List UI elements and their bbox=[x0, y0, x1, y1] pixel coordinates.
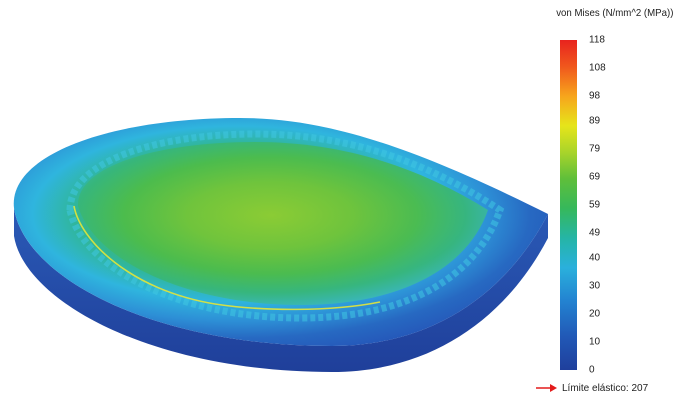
colorbar-tick-label: 79 bbox=[589, 143, 601, 155]
colorbar-tick-label: 49 bbox=[589, 227, 601, 239]
colorbar-tick-label: 89 bbox=[589, 115, 601, 127]
colorbar-tick-label: 20 bbox=[589, 308, 601, 320]
legend-title: von Mises (N/mm^2 (MPa)) bbox=[555, 7, 673, 19]
colorbar-tick-label: 10 bbox=[589, 336, 601, 348]
colorbar-tick-label: 40 bbox=[589, 252, 601, 264]
stress-transition-band bbox=[66, 130, 505, 322]
colorbar-tick-label: 118 bbox=[589, 34, 605, 46]
yellow-rim-line bbox=[73, 205, 381, 311]
colorbar-tick-label: 0 bbox=[589, 364, 595, 376]
colorbar-tick-label: 108 bbox=[589, 62, 606, 74]
stress-lobe bbox=[77, 142, 488, 305]
stress-colorbar bbox=[560, 40, 577, 370]
plate-side bbox=[14, 208, 548, 372]
yield-limit-row: Límite elástico: 207 bbox=[536, 381, 648, 395]
yield-limit-label: Límite elástico: 207 bbox=[562, 382, 649, 394]
colorbar-tick-label: 30 bbox=[589, 280, 601, 292]
colorbar-tick-label: 69 bbox=[589, 171, 601, 183]
arrow-right-icon bbox=[536, 384, 557, 392]
colorbar-tick-label: 98 bbox=[589, 90, 601, 102]
colorbar-tick-label: 59 bbox=[589, 199, 601, 211]
